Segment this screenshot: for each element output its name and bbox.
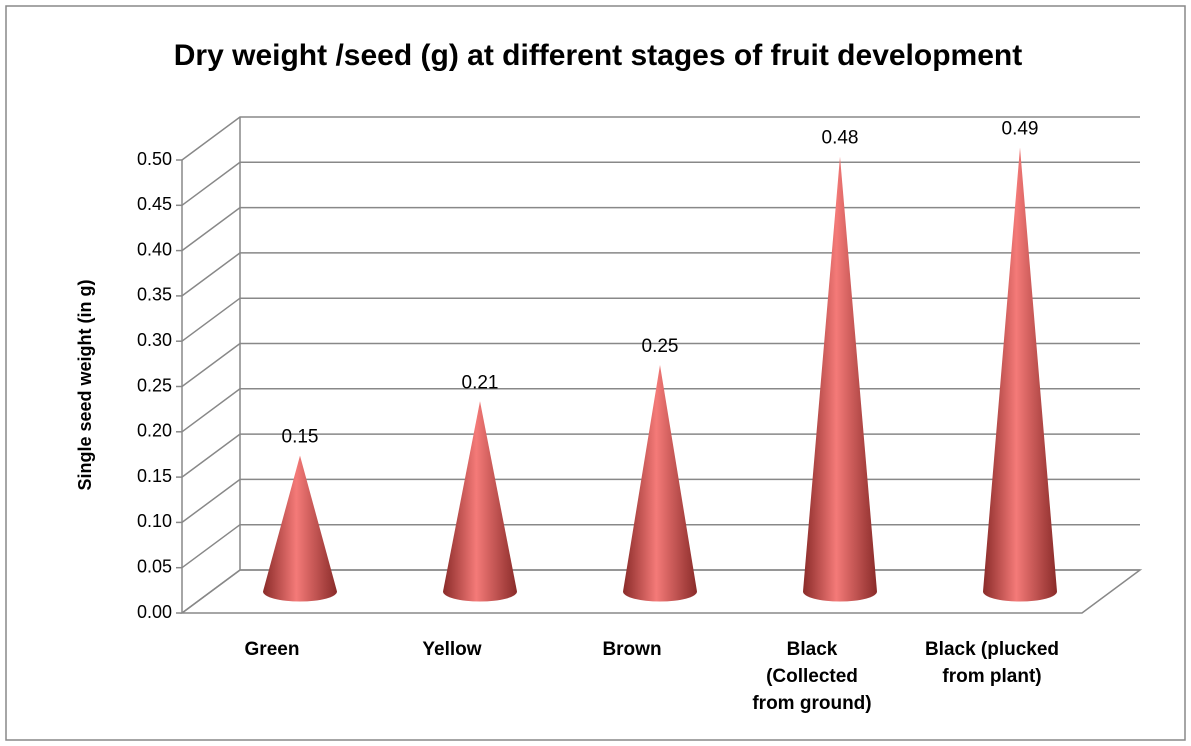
y-axis-label: Single seed weight (in g) [75, 279, 95, 490]
chart-title: Dry weight /seed (g) at different stages… [174, 39, 1022, 72]
y-tick-label: 0.25 [137, 375, 172, 395]
x-tick-label: Yellow [422, 639, 482, 660]
x-tick-label: Black (Collected from ground) [752, 639, 872, 714]
cone [623, 365, 697, 602]
y-tick-label: 0.05 [137, 556, 172, 576]
cone [443, 401, 517, 602]
y-tick-label: 0.40 [137, 239, 172, 259]
y-tick-label: 0.35 [137, 285, 172, 305]
y-tick-label: 0.20 [137, 421, 172, 441]
y-tick-label: 0.10 [137, 511, 172, 531]
cone [983, 147, 1057, 602]
x-tick-label: Brown [602, 639, 662, 660]
data-label: 0.48 [822, 128, 859, 149]
y-tick-label: 0.15 [137, 466, 172, 486]
cone [263, 455, 337, 602]
grid-line [181, 116, 1140, 161]
y-tick-label: 0.30 [137, 330, 172, 350]
data-label: 0.21 [462, 372, 499, 393]
y-tick-label: 0.45 [137, 194, 172, 214]
y-tick-label: 0.00 [137, 602, 172, 622]
x-tick-label: Black (plucked from plant) [924, 639, 1060, 687]
data-label: 0.25 [642, 336, 679, 357]
data-label: 0.15 [282, 427, 319, 448]
y-tick-label: 0.50 [137, 149, 172, 169]
cone [803, 156, 877, 602]
data-label: 0.49 [1002, 119, 1039, 140]
chart-border [5, 5, 1186, 741]
x-tick-label: Green [244, 639, 300, 660]
